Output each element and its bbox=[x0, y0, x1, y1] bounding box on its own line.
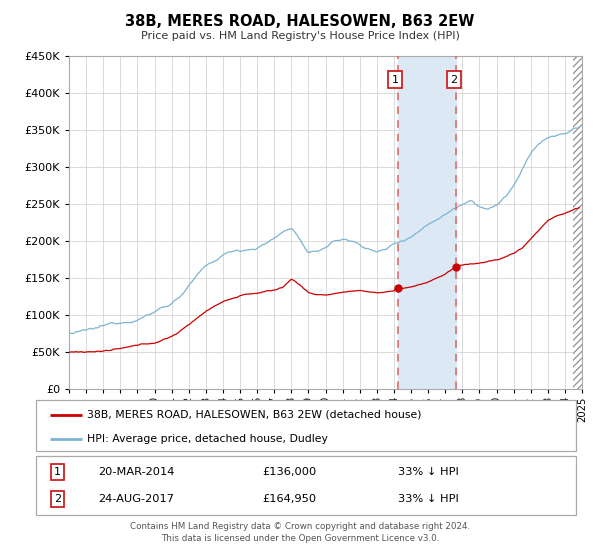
Text: 2: 2 bbox=[54, 494, 61, 505]
Text: 24-AUG-2017: 24-AUG-2017 bbox=[98, 494, 174, 505]
Text: 33% ↓ HPI: 33% ↓ HPI bbox=[398, 494, 458, 505]
Bar bbox=[398, 56, 457, 389]
Text: £136,000: £136,000 bbox=[263, 467, 317, 477]
Text: 1: 1 bbox=[392, 74, 398, 85]
FancyBboxPatch shape bbox=[36, 400, 576, 451]
Text: £164,950: £164,950 bbox=[263, 494, 317, 505]
Text: 1: 1 bbox=[54, 467, 61, 477]
FancyBboxPatch shape bbox=[36, 456, 576, 515]
Bar bbox=[574, 56, 582, 389]
Text: 38B, MERES ROAD, HALESOWEN, B63 2EW: 38B, MERES ROAD, HALESOWEN, B63 2EW bbox=[125, 14, 475, 29]
Text: 20-MAR-2014: 20-MAR-2014 bbox=[98, 467, 175, 477]
Text: Contains HM Land Registry data © Crown copyright and database right 2024.
This d: Contains HM Land Registry data © Crown c… bbox=[130, 522, 470, 543]
Text: 2: 2 bbox=[450, 74, 457, 85]
Text: HPI: Average price, detached house, Dudley: HPI: Average price, detached house, Dudl… bbox=[88, 433, 328, 444]
Text: 33% ↓ HPI: 33% ↓ HPI bbox=[398, 467, 458, 477]
Text: 38B, MERES ROAD, HALESOWEN, B63 2EW (detached house): 38B, MERES ROAD, HALESOWEN, B63 2EW (det… bbox=[88, 409, 422, 419]
Text: Price paid vs. HM Land Registry's House Price Index (HPI): Price paid vs. HM Land Registry's House … bbox=[140, 31, 460, 41]
